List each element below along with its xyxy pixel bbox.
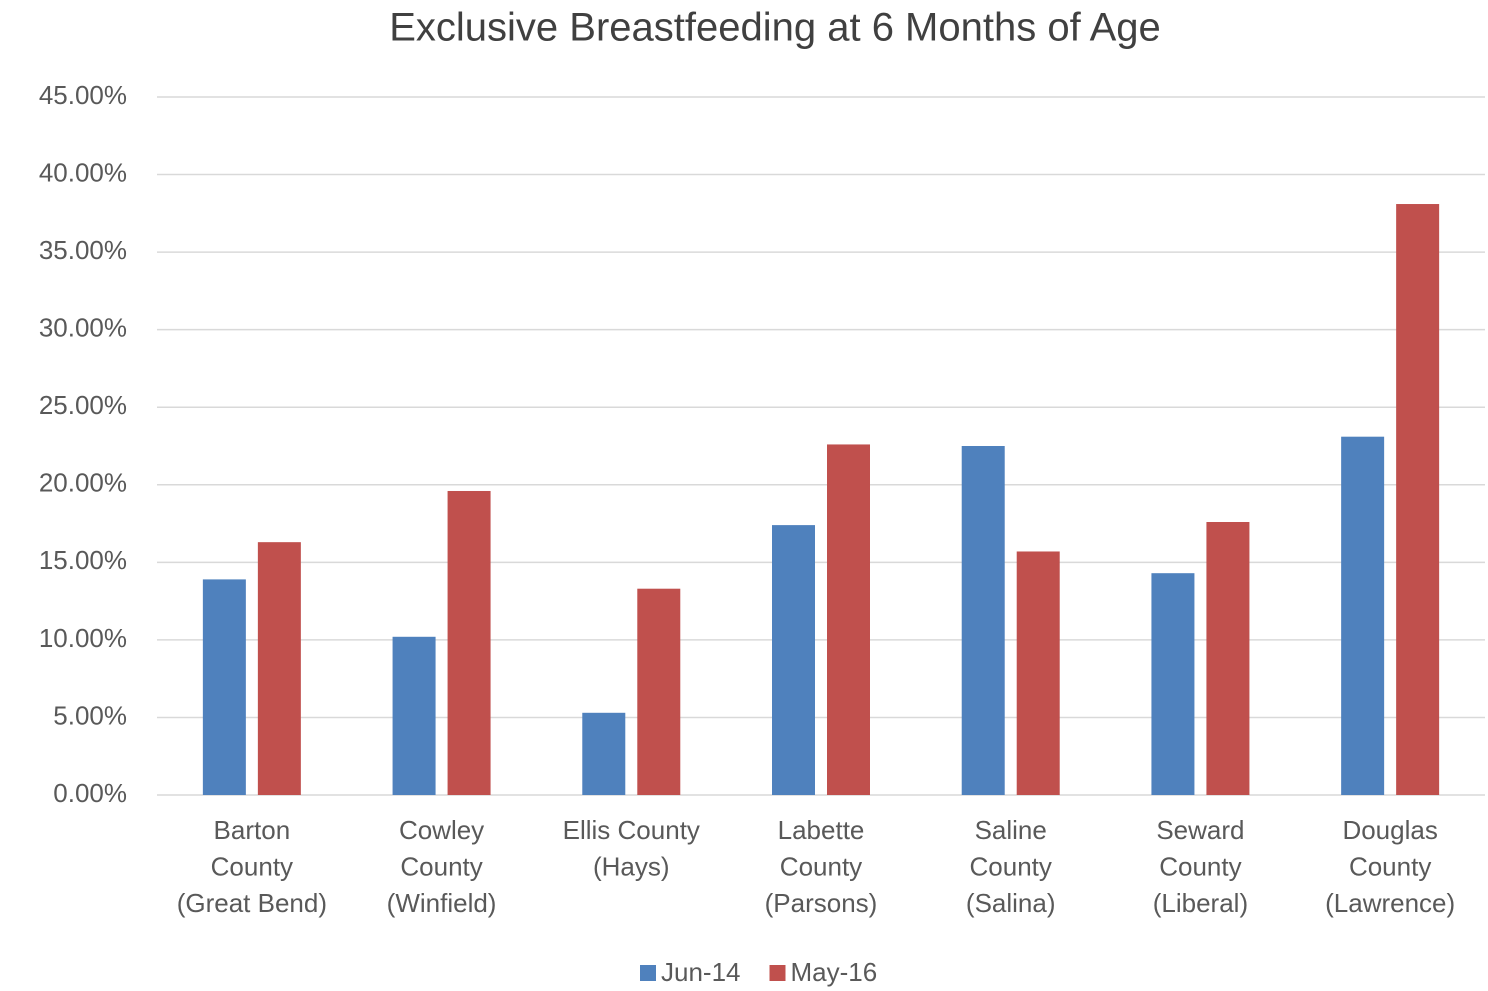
bar [827, 444, 870, 795]
y-tick-label: 45.00% [39, 80, 127, 110]
legend-label: Jun-14 [661, 957, 741, 987]
bar [1206, 522, 1250, 795]
x-tick-label: County [970, 851, 1052, 881]
legend-swatch [769, 965, 786, 981]
x-tick-label: (Parsons) [765, 888, 878, 918]
x-tick-label: (Salina) [966, 888, 1056, 918]
x-tick-label: County [780, 851, 862, 881]
y-tick-label: 20.00% [39, 468, 127, 498]
y-tick-label: 35.00% [39, 235, 127, 265]
x-tick-label: (Lawrence) [1325, 888, 1455, 918]
bar [392, 636, 436, 795]
bar [1151, 573, 1195, 795]
y-tick-label: 30.00% [39, 313, 127, 343]
x-tick-label: County [1159, 851, 1241, 881]
x-tick-label: (Winfield) [387, 888, 497, 918]
bar [582, 712, 626, 795]
bar [202, 579, 246, 795]
bar [257, 542, 301, 795]
x-tick-label: Saline [975, 815, 1047, 845]
bar [1396, 204, 1440, 795]
y-tick-label: 40.00% [39, 157, 127, 187]
x-tick-label: County [400, 851, 482, 881]
y-tick-label: 10.00% [39, 623, 127, 653]
y-tick-label: 0.00% [53, 778, 127, 808]
bar [961, 446, 1005, 795]
chart-title: Exclusive Breastfeeding at 6 Months of A… [389, 6, 1161, 50]
bar [637, 588, 681, 795]
x-tick-label: Labette [778, 815, 865, 845]
x-tick-label: (Liberal) [1153, 888, 1248, 918]
bar [1016, 551, 1060, 795]
x-tick-label: Cowley [399, 815, 484, 845]
y-tick-label: 25.00% [39, 390, 127, 420]
x-tick-label: Barton [214, 815, 291, 845]
x-tick-label: Ellis County [563, 815, 700, 845]
x-tick-label: (Hays) [593, 851, 670, 881]
legend-swatch [640, 965, 656, 981]
legend-label: May-16 [791, 957, 878, 987]
x-tick-label: Douglas [1342, 815, 1437, 845]
y-tick-label: 15.00% [39, 545, 127, 575]
x-tick-label: (Great Bend) [177, 888, 327, 918]
x-tick-label: Seward [1156, 815, 1244, 845]
y-tick-label: 5.00% [53, 700, 127, 730]
x-tick-label: County [1349, 851, 1431, 881]
bar [1341, 436, 1385, 795]
x-tick-label: County [211, 851, 293, 881]
bar [447, 490, 491, 795]
bar [772, 525, 815, 795]
